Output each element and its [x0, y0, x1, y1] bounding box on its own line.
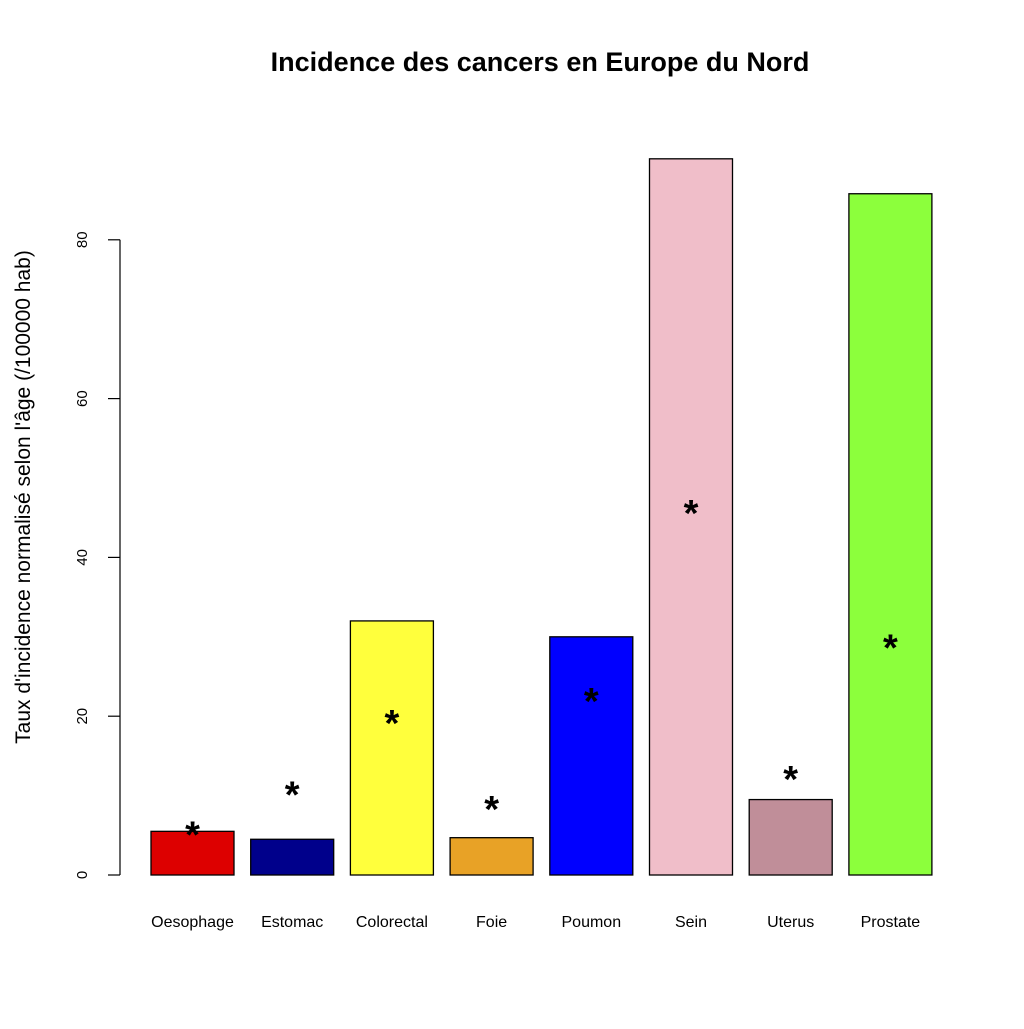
marker-estomac: *: [285, 775, 300, 817]
bars: [150, 158, 933, 876]
markers: * * * * * * * *: [185, 493, 898, 857]
y-axis-label: Taux d'incidence normalisé selon l'âge (…: [12, 250, 35, 744]
y-tick-label: 80: [74, 231, 91, 248]
bar-uterus: [748, 798, 833, 876]
chart-title: Incidence des cancers en Europe du Nord: [271, 47, 810, 77]
marker-poumon: *: [584, 681, 599, 723]
bar-oesophage: [150, 830, 235, 876]
y-tick-label: 20: [74, 708, 91, 725]
category-labels: Oesophage Estomac Colorectal Foie Poumon Sein…: [151, 914, 920, 931]
bar-estomac: [250, 838, 335, 876]
bar-sein: [648, 158, 734, 876]
bar-poumon: [549, 636, 634, 876]
category-label-sein: Sein: [675, 914, 707, 931]
bar-colorectal: [349, 620, 435, 876]
category-label-colorectal: Colorectal: [356, 914, 428, 931]
category-label-prostate: Prostate: [861, 914, 921, 931]
category-label-foie: Foie: [476, 914, 507, 931]
category-label-poumon: Poumon: [562, 914, 622, 931]
bar-prostate: [848, 193, 933, 876]
category-label-uterus: Uterus: [767, 914, 814, 931]
marker-foie: *: [484, 789, 499, 831]
category-label-estomac: Estomac: [261, 914, 323, 931]
marker-prostate: *: [883, 628, 898, 670]
marker-colorectal: *: [385, 703, 400, 745]
marker-uterus: *: [783, 759, 798, 801]
y-axis: 0 20 40 60 80: [74, 231, 121, 879]
y-tick-label: 40: [74, 549, 91, 566]
marker-oesophage: *: [185, 814, 200, 856]
y-tick-label: 0: [74, 871, 91, 879]
marker-sein: *: [684, 493, 699, 535]
bar-foie: [449, 837, 534, 876]
category-label-oesophage: Oesophage: [151, 914, 234, 931]
y-tick-label: 60: [74, 390, 91, 407]
